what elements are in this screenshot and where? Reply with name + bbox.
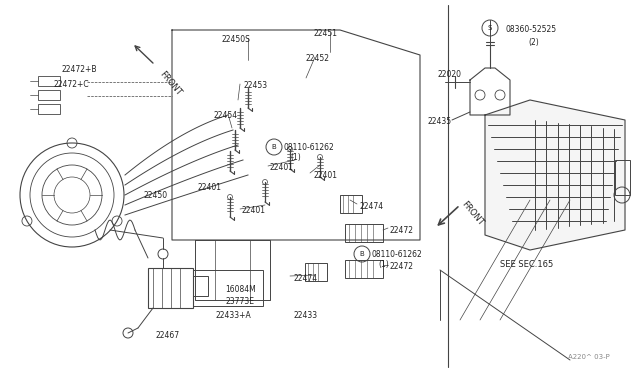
Text: FRONT: FRONT [460,200,485,228]
Text: 22467: 22467 [155,331,179,340]
Text: (2): (2) [528,38,539,47]
Text: 08110-61262: 08110-61262 [371,250,422,259]
Text: FRONT: FRONT [158,70,184,98]
Text: 22452: 22452 [305,54,329,63]
Bar [148,268,193,308]
Text: 08360-52525: 08360-52525 [505,25,556,34]
Text: 22020: 22020 [438,70,462,79]
Text: 22401: 22401 [198,183,222,192]
Text: B: B [360,251,364,257]
Text: (1): (1) [378,260,388,269]
Bar [193,270,263,306]
Text: S: S [488,25,492,31]
Text: 22451: 22451 [314,29,338,38]
Text: SEE SEC.165: SEE SEC.165 [500,260,553,269]
Text: 22450: 22450 [143,191,167,200]
Text: (1): (1) [290,153,301,162]
Bar [340,195,362,213]
Text: A220^ 03-P: A220^ 03-P [568,354,610,360]
Bar [345,224,383,242]
Text: 22401: 22401 [242,206,266,215]
Bar [38,104,60,114]
Text: 22401: 22401 [313,171,337,180]
Text: 08110-61262: 08110-61262 [283,143,333,152]
Text: 16084M: 16084M [225,285,256,294]
Text: 22435: 22435 [428,117,452,126]
Bar [615,160,630,195]
Bar [345,260,383,278]
Text: 22472+B: 22472+B [62,65,97,74]
Bar [305,263,327,281]
Text: 22401: 22401 [270,163,294,172]
Text: 22472: 22472 [390,226,414,235]
Text: 22433+A: 22433+A [215,311,251,320]
Text: 22474: 22474 [359,202,383,211]
Bar [38,90,60,100]
Text: 22474: 22474 [293,274,317,283]
Polygon shape [485,100,625,250]
Text: 23773E: 23773E [225,297,254,306]
Text: 22472+C: 22472+C [54,80,90,89]
Text: 22453: 22453 [243,81,267,90]
Text: 22454: 22454 [213,111,237,120]
Text: 22472: 22472 [390,262,414,271]
Text: 22433: 22433 [293,311,317,320]
Text: B: B [271,144,276,150]
Bar [38,76,60,86]
Bar [193,276,208,296]
Text: 22450S: 22450S [222,35,251,44]
